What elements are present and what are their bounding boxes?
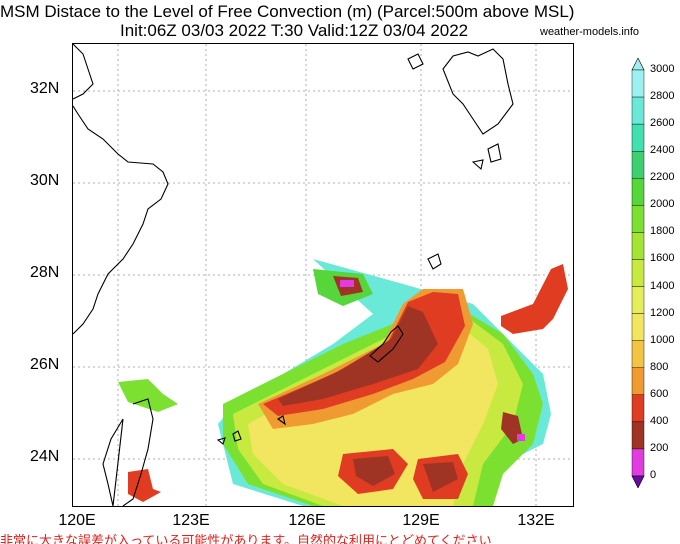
lat-label-28n: 28N [30,264,60,281]
site-credit: weather-models.info [540,26,640,38]
lon-label-120e: 120E [58,512,96,529]
colorbar-label: 2000 [650,198,675,211]
colorbar-segment [631,205,645,233]
lat-label-30n: 30N [30,172,60,189]
colorbar-label: 1000 [650,333,675,346]
colorbar-segment [631,150,645,179]
disclaimer-note: 非常に大きな誤差が入っている可能性があります。自然的な利用にとどめてください [0,534,492,544]
colorbar-segment [631,313,645,341]
colorbar-label: 1400 [650,279,675,292]
colorbar-top-arrow [631,58,645,71]
lon-label-132e: 132E [517,512,555,529]
colorbar-segment [631,286,645,314]
colorbar-segment [631,123,645,152]
colorbar-bottom-arrow [631,475,645,488]
lat-label-24n: 24N [30,448,60,465]
colorbar-label: 600 [650,387,669,400]
colorbar-segment [631,421,645,450]
colorbar-segment [631,394,645,423]
chart-subtitle: Init:06Z 03/03 2022 T:30 Valid:12Z 03/04… [120,21,469,40]
lon-label-126e: 126E [288,512,326,529]
colorbar-segment [631,69,645,98]
colorbar-label: 2600 [650,117,675,130]
colorbar-segment [631,178,645,206]
map-panel [72,43,574,507]
chart-title: MSM Distace to the Level of Free Convect… [0,2,575,21]
colorbar-label: 400 [650,414,669,427]
coastlines [73,44,514,506]
colorbar-segment [631,448,645,477]
map-canvas [73,44,573,506]
colorbar-label: 2200 [650,171,675,184]
colorbar-label: 1600 [650,252,675,265]
colorbar-segment [631,340,645,368]
lon-label-123e: 123E [172,512,210,529]
colorbar-segment [631,367,645,396]
colorbar-segment [631,96,645,125]
lon-label-129e: 129E [402,512,440,529]
lfc-field [118,259,568,506]
colorbar-label: 1800 [650,225,675,238]
colorbar-label: 200 [650,441,669,454]
colorbar-label: 3000 [650,63,675,75]
colorbar-segment [631,232,645,260]
lat-label-26n: 26N [30,356,60,373]
colorbar-label: 2400 [650,144,675,157]
colorbar [631,58,645,488]
colorbar-label: 2800 [650,90,675,103]
colorbar-label: 0 [650,469,657,481]
colorbar-label: 1200 [650,306,675,319]
lat-label-32n: 32N [30,80,60,97]
colorbar-segment [631,259,645,287]
colorbar-label: 800 [650,360,669,373]
